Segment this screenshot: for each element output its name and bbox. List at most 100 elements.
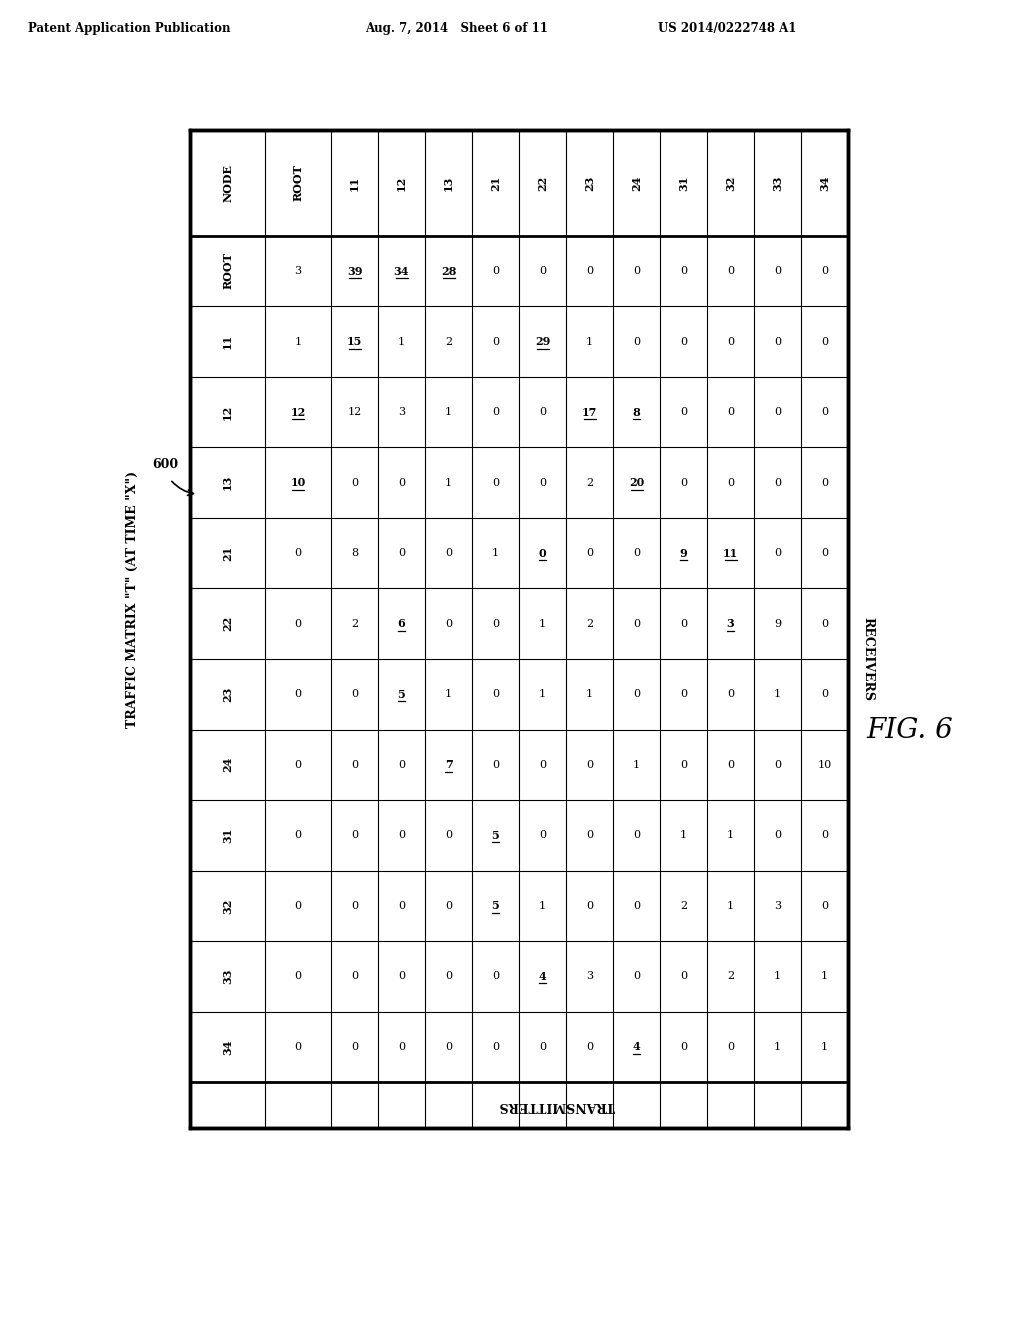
Text: 0: 0 bbox=[727, 760, 734, 770]
Text: 0: 0 bbox=[821, 407, 828, 417]
Text: 34: 34 bbox=[819, 176, 830, 190]
Text: 0: 0 bbox=[398, 1041, 406, 1052]
Text: 13: 13 bbox=[222, 475, 233, 490]
Text: 0: 0 bbox=[680, 478, 687, 487]
Text: 0: 0 bbox=[351, 689, 358, 700]
Text: 0: 0 bbox=[633, 548, 640, 558]
Text: 9: 9 bbox=[774, 619, 781, 628]
Text: 1: 1 bbox=[774, 1041, 781, 1052]
Text: 31: 31 bbox=[222, 828, 233, 843]
Text: 8: 8 bbox=[351, 548, 358, 558]
Text: 10: 10 bbox=[291, 477, 306, 488]
Text: 1: 1 bbox=[445, 407, 452, 417]
Text: 32: 32 bbox=[725, 176, 736, 190]
Text: 33: 33 bbox=[222, 969, 233, 985]
Text: 11: 11 bbox=[723, 548, 738, 558]
Text: 4: 4 bbox=[633, 1041, 640, 1052]
Text: 0: 0 bbox=[680, 619, 687, 628]
Text: 22: 22 bbox=[537, 176, 548, 190]
Text: 0: 0 bbox=[295, 900, 302, 911]
Text: 1: 1 bbox=[727, 900, 734, 911]
Text: 0: 0 bbox=[398, 760, 406, 770]
Text: 0: 0 bbox=[821, 900, 828, 911]
Text: 1: 1 bbox=[586, 337, 593, 347]
Text: 0: 0 bbox=[727, 267, 734, 276]
Text: 1: 1 bbox=[633, 760, 640, 770]
Text: 0: 0 bbox=[492, 267, 499, 276]
Text: 10: 10 bbox=[817, 760, 831, 770]
Text: 0: 0 bbox=[821, 478, 828, 487]
Text: 12: 12 bbox=[291, 407, 306, 417]
Text: 0: 0 bbox=[774, 267, 781, 276]
Text: 0: 0 bbox=[539, 478, 546, 487]
Text: 0: 0 bbox=[680, 972, 687, 981]
Text: TRANSMITTERS: TRANSMITTERS bbox=[499, 1098, 614, 1111]
Text: 9: 9 bbox=[680, 548, 687, 558]
Text: 1: 1 bbox=[539, 689, 546, 700]
Text: 31: 31 bbox=[678, 176, 689, 190]
Text: 0: 0 bbox=[398, 972, 406, 981]
Text: 2: 2 bbox=[351, 619, 358, 628]
Text: 0: 0 bbox=[821, 267, 828, 276]
Text: 0: 0 bbox=[351, 1041, 358, 1052]
Text: 0: 0 bbox=[295, 760, 302, 770]
Text: 1: 1 bbox=[539, 900, 546, 911]
Text: 0: 0 bbox=[445, 830, 452, 841]
Text: 3: 3 bbox=[586, 972, 593, 981]
Text: 1: 1 bbox=[539, 619, 546, 628]
Text: 0: 0 bbox=[351, 900, 358, 911]
Text: 0: 0 bbox=[821, 337, 828, 347]
Text: 0: 0 bbox=[295, 689, 302, 700]
Text: 0: 0 bbox=[774, 548, 781, 558]
Text: FIG. 6: FIG. 6 bbox=[866, 717, 953, 743]
Text: 11: 11 bbox=[222, 334, 233, 350]
Text: 1: 1 bbox=[295, 337, 302, 347]
Text: 0: 0 bbox=[445, 900, 452, 911]
Text: 0: 0 bbox=[633, 972, 640, 981]
Text: 34: 34 bbox=[222, 1039, 233, 1055]
Text: 2: 2 bbox=[586, 619, 593, 628]
Text: 0: 0 bbox=[727, 337, 734, 347]
Text: 15: 15 bbox=[347, 337, 362, 347]
Text: 0: 0 bbox=[774, 830, 781, 841]
Text: 0: 0 bbox=[539, 267, 546, 276]
Text: 5: 5 bbox=[397, 689, 406, 700]
Text: 0: 0 bbox=[539, 760, 546, 770]
Text: NODE: NODE bbox=[222, 164, 233, 202]
Text: 0: 0 bbox=[492, 619, 499, 628]
Text: 0: 0 bbox=[821, 689, 828, 700]
Text: 0: 0 bbox=[351, 760, 358, 770]
Text: 0: 0 bbox=[727, 407, 734, 417]
Text: 2: 2 bbox=[586, 478, 593, 487]
Text: 0: 0 bbox=[492, 1041, 499, 1052]
Text: 0: 0 bbox=[492, 407, 499, 417]
Text: 0: 0 bbox=[633, 689, 640, 700]
Text: 5: 5 bbox=[492, 830, 500, 841]
Text: 0: 0 bbox=[351, 478, 358, 487]
Text: 0: 0 bbox=[821, 548, 828, 558]
Text: 8: 8 bbox=[633, 407, 640, 417]
Text: 3: 3 bbox=[727, 618, 734, 630]
Text: 0: 0 bbox=[727, 689, 734, 700]
Text: Patent Application Publication: Patent Application Publication bbox=[28, 22, 230, 36]
Text: 0: 0 bbox=[445, 972, 452, 981]
Text: 0: 0 bbox=[398, 478, 406, 487]
Bar bbox=[190, 129, 848, 1129]
Text: 39: 39 bbox=[347, 265, 362, 277]
Text: 23: 23 bbox=[584, 176, 595, 190]
Text: 24: 24 bbox=[631, 176, 642, 190]
Text: 0: 0 bbox=[633, 337, 640, 347]
Text: 1: 1 bbox=[398, 337, 406, 347]
Text: 28: 28 bbox=[440, 265, 456, 277]
Text: 29: 29 bbox=[535, 337, 550, 347]
Text: 0: 0 bbox=[492, 689, 499, 700]
Text: 0: 0 bbox=[445, 548, 452, 558]
Text: TRAFFIC MATRIX "T" (AT TIME "X"): TRAFFIC MATRIX "T" (AT TIME "X") bbox=[126, 470, 138, 727]
Text: 0: 0 bbox=[295, 1041, 302, 1052]
Text: 0: 0 bbox=[539, 1041, 546, 1052]
Text: 0: 0 bbox=[633, 900, 640, 911]
Text: 0: 0 bbox=[492, 760, 499, 770]
Text: 0: 0 bbox=[680, 407, 687, 417]
Text: 0: 0 bbox=[586, 900, 593, 911]
Text: 12: 12 bbox=[347, 407, 361, 417]
